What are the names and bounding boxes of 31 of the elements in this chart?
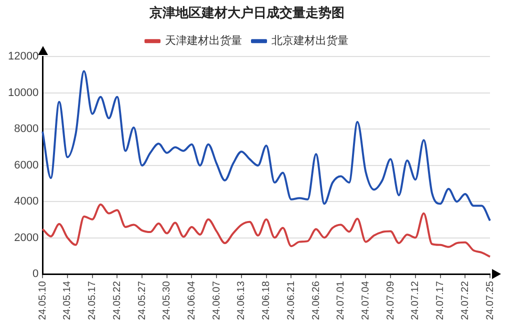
- y-tick-label: 8000: [14, 123, 39, 136]
- y-tick-label: 12000: [8, 50, 39, 63]
- x-tick-label: 24.06.21: [286, 280, 297, 320]
- line-series: [42, 70, 491, 222]
- y-tick-label: 10000: [8, 86, 39, 99]
- x-tick-label: 24.05.27: [136, 280, 148, 320]
- x-tick-label: 24.07.09: [385, 280, 396, 320]
- x-tick-label: 24.06.04: [186, 280, 198, 320]
- x-tick-label: 24.07.17: [435, 280, 446, 320]
- x-tick-label: 24.05.22: [112, 280, 123, 320]
- x-tick-label: 24.07.01: [336, 280, 347, 320]
- y-tick-label: 6000: [14, 159, 39, 172]
- x-tick-label: 24.06.18: [261, 280, 272, 320]
- chart-title: 京津地区建材大户日成交量走势图: [148, 5, 344, 22]
- x-tick-label: 24.05.30: [162, 280, 173, 320]
- x-tick-label: 24.07.04: [360, 280, 372, 320]
- legend-label: 北京建材出货量: [272, 34, 348, 47]
- x-tick-label: 24.07.22: [460, 280, 471, 320]
- x-tick-label: 24.05.14: [62, 280, 74, 320]
- x-tick-label: 24.05.10: [37, 280, 48, 320]
- x-tick-label: 24.06.26: [310, 280, 322, 320]
- x-tick-label: 24.06.07: [211, 280, 222, 320]
- x-tick-label: 24.07.25: [484, 280, 496, 320]
- legend-label: 天津建材出货量: [165, 34, 242, 47]
- x-tick-label: 24.05.17: [87, 280, 98, 320]
- y-tick-label: 2000: [14, 232, 39, 244]
- line-series: [42, 203, 491, 258]
- x-tick-label: 24.07.12: [410, 280, 422, 320]
- x-tick-label: 24.06.13: [236, 280, 248, 320]
- y-tick-label: 4000: [14, 196, 39, 208]
- y-tick-label: 0: [32, 268, 39, 280]
